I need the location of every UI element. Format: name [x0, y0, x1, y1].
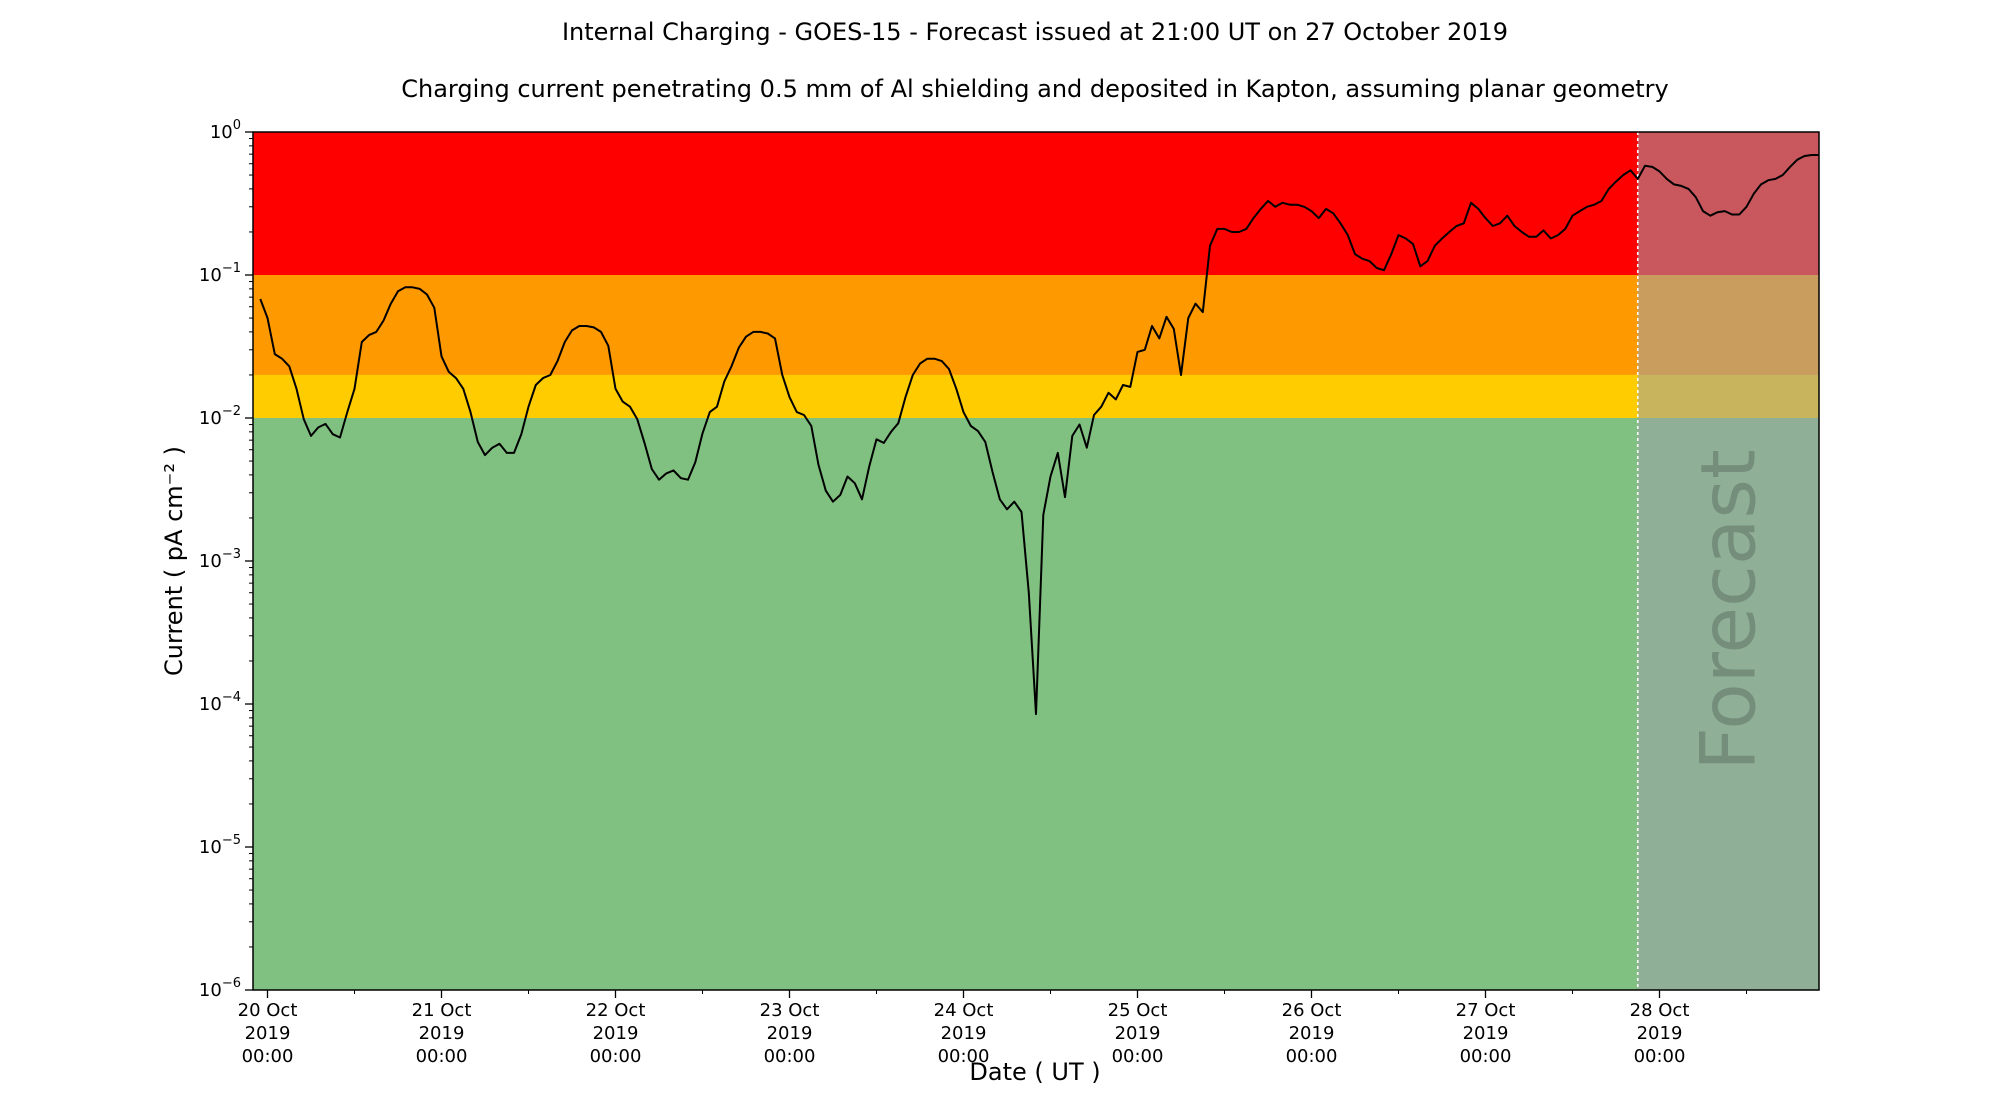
x-tick-label: 00:00 — [416, 1046, 468, 1067]
data-line-layer — [259, 154, 1819, 716]
x-tick-label: 23 Oct — [760, 1000, 820, 1021]
forecast-shade — [1637, 132, 1819, 990]
x-tick-label: 20 Oct — [238, 1000, 298, 1021]
x-tick-label: 00:00 — [1460, 1046, 1512, 1067]
x-tick-label: 00:00 — [1634, 1046, 1686, 1067]
y-tick-label: 10−4 — [199, 690, 241, 715]
threshold-bands — [253, 132, 1819, 990]
x-tick-label: 26 Oct — [1282, 1000, 1342, 1021]
y-tick-label: 100 — [210, 118, 241, 143]
forecast-label: Forecast — [1683, 449, 1772, 771]
y-minor-ticks — [249, 138, 253, 948]
x-tick-label: 00:00 — [764, 1046, 816, 1067]
band-2 — [253, 374, 1819, 418]
y-axis-ticks: 100 10−1 10−2 10−3 10−4 10−5 10−6 — [199, 118, 253, 1001]
x-axis-label: Date ( UT ) — [969, 1058, 1100, 1086]
data-line — [259, 154, 1819, 716]
x-tick-label: 2019 — [245, 1023, 291, 1044]
x-tick-label: 00:00 — [1112, 1046, 1164, 1067]
x-tick-label: 2019 — [1637, 1023, 1683, 1044]
x-tick-label: 2019 — [1289, 1023, 1335, 1044]
x-tick-label: 2019 — [1115, 1023, 1161, 1044]
y-tick-label: 10−6 — [199, 976, 241, 1001]
y-tick-label: 10−2 — [199, 404, 241, 429]
x-tick-label: 00:00 — [590, 1046, 642, 1067]
y-tick-label: 10−1 — [199, 261, 241, 286]
y-axis-label: Current ( pA cm⁻² ) — [160, 446, 188, 676]
x-tick-label: 25 Oct — [1108, 1000, 1168, 1021]
y-tick-label: 10−5 — [199, 833, 241, 858]
x-tick-label: 00:00 — [1286, 1046, 1338, 1067]
x-tick-label: 2019 — [1463, 1023, 1509, 1044]
y-tick-label: 10−3 — [199, 547, 241, 572]
x-tick-label: 2019 — [419, 1023, 465, 1044]
x-tick-label: 21 Oct — [412, 1000, 472, 1021]
x-tick-label: 22 Oct — [586, 1000, 646, 1021]
chart-title: Internal Charging - GOES-15 - Forecast i… — [562, 18, 1508, 46]
x-tick-label: 27 Oct — [1456, 1000, 1516, 1021]
forecast-region: Forecast — [1636, 132, 1819, 990]
x-tick-label: 2019 — [941, 1023, 987, 1044]
x-tick-label: 2019 — [767, 1023, 813, 1044]
x-tick-label: 00:00 — [938, 1046, 990, 1067]
x-tick-label: 2019 — [593, 1023, 639, 1044]
chart-subtitle: Charging current penetrating 0.5 mm of A… — [401, 75, 1669, 103]
x-tick-label: 28 Oct — [1630, 1000, 1690, 1021]
x-tick-label: 24 Oct — [934, 1000, 994, 1021]
x-tick-label: 00:00 — [242, 1046, 294, 1067]
band-1 — [253, 275, 1819, 375]
band-0 — [253, 132, 1819, 275]
